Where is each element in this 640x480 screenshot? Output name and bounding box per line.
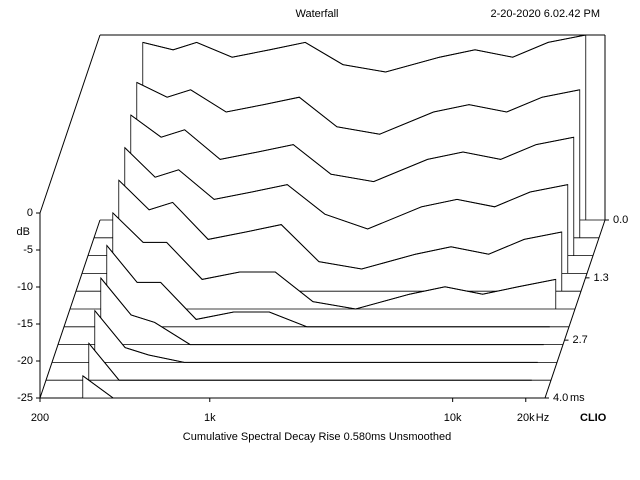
slice-line [100,277,544,346]
z-unit: ms [570,392,585,404]
z-tick-label: 0.0 [613,214,628,226]
x-unit: Hz [536,412,549,424]
z-tick-label: 1.3 [594,272,609,284]
slice-line [112,212,556,310]
slice-line [124,147,568,230]
slice-line [94,310,538,363]
y-tick-label: -25 [17,392,33,404]
x-tick-label: 200 [31,412,49,424]
x-tick-label: 10k [444,412,462,424]
x-tick-label: 1k [204,412,216,424]
footer: Cumulative Spectral Decay Rise 0.580ms U… [183,431,451,443]
y-tick-label: -10 [17,281,33,293]
slice-line [142,34,586,73]
chart-title: Waterfall [296,8,339,20]
slice-line [118,179,562,270]
y-tick-label: -15 [17,318,33,330]
slice-line [130,114,574,183]
z-tick-label: 4.0 [553,392,568,404]
y-axis-label: dB [17,226,30,238]
slice-line [106,245,550,328]
axis-line [39,34,101,214]
timestamp: 2-20-2020 6.02.42 PM [491,8,600,20]
y-tick-label: -20 [17,355,33,367]
slice-line [136,81,580,135]
y-tick-label: -5 [23,244,33,256]
z-tick-label: 2.7 [573,334,588,346]
slice-line [88,342,532,381]
brand: CLIO [580,412,607,424]
y-tick-label: 0 [27,207,33,219]
x-tick-label: 20k [517,412,535,424]
